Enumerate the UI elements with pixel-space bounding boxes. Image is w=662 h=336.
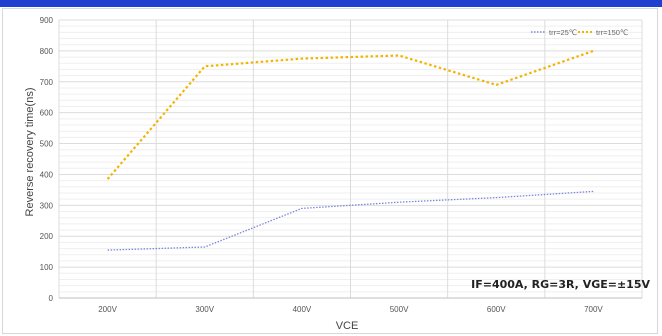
x-tick-label: 500V — [390, 305, 409, 314]
y-tick-label: 600 — [40, 109, 54, 118]
y-tick-label: 100 — [40, 263, 54, 272]
y-tick-label: 300 — [40, 201, 54, 210]
y-tick-label: 900 — [40, 16, 54, 25]
grid-lines — [58, 19, 643, 299]
x-tick-label: 300V — [195, 305, 214, 314]
y-tick-label: 500 — [40, 140, 54, 149]
x-axis-title: VCE — [336, 320, 359, 332]
x-tick-labels: 200V 300V 400V 500V 600V 700V — [98, 305, 603, 314]
legend: trr=25℃ trr=150℃ — [531, 28, 628, 37]
y-tick-label: 400 — [40, 170, 54, 179]
x-tick-label: 200V — [98, 305, 117, 314]
legend-label-25: trr=25℃ — [549, 28, 577, 37]
x-tick-label: 600V — [487, 305, 506, 314]
y-tick-label: 200 — [40, 232, 54, 241]
y-tick-label: 0 — [49, 294, 54, 303]
y-tick-label: 700 — [40, 78, 54, 87]
series-lines — [106, 49, 594, 251]
legend-label-150: trr=150℃ — [596, 28, 628, 37]
series-line-trr-25 — [107, 190, 594, 251]
top-accent-bar — [0, 0, 662, 7]
y-axis-title: Reverse recovery time(ns) — [24, 88, 36, 217]
conditions-annotation: IF=400A, RG=3R, VGE=±15V — [471, 278, 650, 291]
x-tick-label: 700V — [584, 305, 603, 314]
x-tick-label: 400V — [293, 305, 312, 314]
y-tick-labels: 0 100 200 300 400 500 600 700 800 900 — [40, 16, 54, 303]
y-tick-label: 800 — [40, 47, 54, 56]
series-line-trr-150 — [106, 49, 594, 180]
